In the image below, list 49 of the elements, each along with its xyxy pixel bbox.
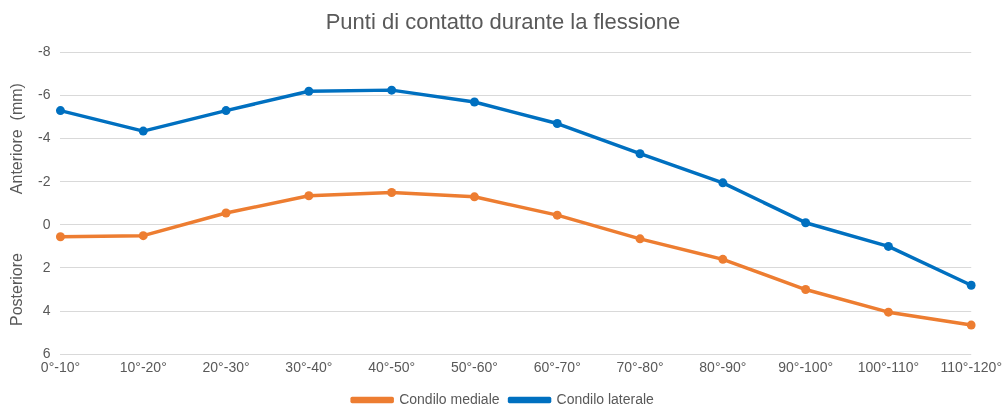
point [718, 178, 728, 188]
point [55, 106, 65, 116]
y-tick-label: -8 [38, 43, 51, 60]
point [635, 149, 645, 159]
y-tick-label: -2 [38, 172, 51, 189]
point [221, 106, 231, 116]
legend-label: Condilo laterale [556, 390, 655, 407]
point [966, 320, 976, 330]
point [966, 280, 976, 290]
y-tick-label: 2 [42, 258, 51, 275]
y-axis-title: Anteriore (mm) [8, 83, 26, 195]
point [883, 307, 893, 317]
x-tick-label: 0°-10° [40, 359, 81, 376]
point [801, 285, 811, 295]
chart-title: Punti di contatto durante la flessione [325, 9, 681, 35]
point [469, 97, 479, 107]
point [138, 231, 148, 241]
point [387, 85, 397, 95]
x-tick-label: 90°-100° [778, 359, 834, 376]
point [221, 208, 231, 218]
y-tick-label: -6 [38, 86, 51, 103]
point [304, 191, 314, 201]
point [801, 218, 811, 228]
point [55, 232, 65, 242]
x-tick-label: 70°-80° [616, 359, 664, 376]
point [883, 241, 893, 251]
point [552, 210, 562, 220]
x-tick-label: 110°-120° [940, 359, 1002, 376]
point [387, 188, 397, 198]
point [469, 192, 479, 202]
y-tick-label: 4 [42, 301, 51, 318]
y-tick-label: 0 [42, 215, 51, 232]
legend-label: Condilo mediale [399, 390, 500, 407]
x-tick-label: 10°-20° [119, 359, 167, 376]
x-tick-label: 60°-70° [533, 359, 581, 376]
point [718, 254, 728, 264]
point [138, 126, 148, 136]
point [552, 119, 562, 129]
point [304, 86, 314, 96]
x-tick-label: 40°-50° [368, 359, 416, 376]
x-tick-label: 20°-30° [202, 359, 250, 376]
y-tick-label: -4 [38, 129, 51, 146]
x-tick-label: 50°-60° [450, 359, 498, 376]
point [635, 234, 645, 244]
text: Posteriore [8, 252, 26, 326]
y-tick-label: 6 [42, 345, 51, 362]
x-tick-label: 80°-90° [699, 359, 747, 376]
x-tick-label: 30°-40° [285, 359, 333, 376]
x-tick-label: 100°-110° [857, 359, 920, 376]
